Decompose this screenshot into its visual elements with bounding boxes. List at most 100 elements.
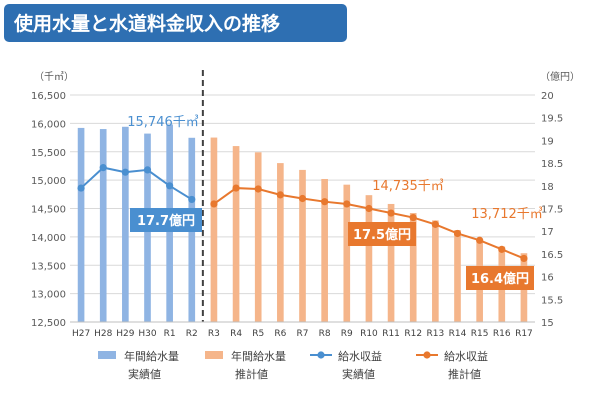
data-point xyxy=(387,209,395,217)
data-point xyxy=(453,229,462,238)
series-line xyxy=(80,166,193,201)
x-axis-tick-label: H28 xyxy=(94,329,112,339)
data-point xyxy=(99,164,107,172)
bar xyxy=(321,178,328,322)
x-axis-tick-label: R11 xyxy=(382,329,400,339)
right-axis-unit: （億円） xyxy=(540,70,580,83)
right-axis-tick-label: 16 xyxy=(541,273,554,284)
annotation-label: 15,746千㎥ xyxy=(127,115,199,130)
data-point xyxy=(520,254,528,263)
x-axis-tick-label: H29 xyxy=(116,329,134,339)
legend-label: 年間給水量 xyxy=(231,349,286,363)
left-axis-tick-label: 16,500 xyxy=(31,91,66,102)
data-point xyxy=(121,168,129,176)
bar xyxy=(277,163,284,322)
left-axis-tick-label: 13,000 xyxy=(31,290,66,301)
x-axis-tick-label: R7 xyxy=(297,329,309,339)
data-point xyxy=(143,166,152,174)
left-axis-tick-label: 14,500 xyxy=(31,205,66,216)
x-axis-tick-label: H27 xyxy=(72,329,90,339)
left-axis-tick-label: 16,000 xyxy=(31,119,66,130)
annotation-label: 17.7億円 xyxy=(137,213,195,229)
data-point xyxy=(188,195,196,204)
x-axis-tick-label: R1 xyxy=(164,329,176,339)
legend-swatch xyxy=(98,351,116,359)
legend-swatch-marker xyxy=(423,351,431,359)
x-axis-tick-label: R4 xyxy=(230,329,242,339)
data-point xyxy=(498,245,506,253)
bar xyxy=(454,230,461,322)
x-axis-tick-label: R16 xyxy=(493,329,511,339)
data-point xyxy=(365,204,373,213)
right-axis-tick-label: 15 xyxy=(541,318,554,329)
right-axis-tick-label: 20 xyxy=(541,91,554,102)
bar xyxy=(210,137,218,322)
data-point xyxy=(431,220,439,228)
annotation-box xyxy=(130,208,202,232)
data-point xyxy=(321,198,329,206)
data-point xyxy=(254,185,262,193)
title-banner xyxy=(4,4,347,42)
legend-label: 推計値 xyxy=(448,367,481,381)
legend-label: 実績値 xyxy=(342,367,375,381)
x-axis-tick-label: R8 xyxy=(319,329,331,339)
x-axis-tick-label: R2 xyxy=(186,329,198,339)
data-point xyxy=(343,200,351,208)
data-point xyxy=(77,184,85,192)
bar xyxy=(232,146,240,322)
x-axis-tick-label: R17 xyxy=(515,329,533,339)
x-axis-tick-label: R13 xyxy=(426,329,444,339)
x-axis-tick-label: R5 xyxy=(252,329,264,339)
data-point xyxy=(210,200,218,208)
bar xyxy=(77,127,85,322)
right-axis-tick-label: 18 xyxy=(541,182,554,193)
annotation-label: 14,735千㎥ xyxy=(372,179,444,194)
right-axis-tick-label: 17.5 xyxy=(541,205,563,216)
annotation-box xyxy=(466,266,534,290)
annotation-box xyxy=(348,222,416,246)
bar xyxy=(299,169,306,322)
data-point xyxy=(276,191,284,199)
legend-label: 給水収益 xyxy=(444,349,488,363)
x-axis-tick-label: H30 xyxy=(138,329,156,339)
right-axis-tick-label: 19.5 xyxy=(541,114,563,125)
bar xyxy=(343,184,351,322)
bar xyxy=(99,129,107,322)
legend-label: 実績値 xyxy=(128,367,161,381)
right-axis-tick-label: 15.5 xyxy=(541,295,563,306)
right-axis-tick-label: 16.5 xyxy=(541,250,563,261)
data-point xyxy=(409,213,417,222)
bar xyxy=(432,220,439,322)
bar xyxy=(409,213,417,322)
legend-label: 年間給水量 xyxy=(124,349,179,363)
bar xyxy=(122,126,129,322)
left-axis-tick-label: 15,000 xyxy=(31,176,66,187)
x-axis-tick-label: R9 xyxy=(341,329,353,339)
right-axis-tick-label: 17 xyxy=(541,227,554,238)
legend-swatch xyxy=(205,351,223,359)
x-axis-tick-label: R3 xyxy=(208,329,220,339)
bar xyxy=(365,195,373,322)
left-axis-tick-label: 13,500 xyxy=(31,261,66,272)
legend-label: 推計値 xyxy=(235,367,268,381)
annotation-label: 17.5億円 xyxy=(353,227,411,243)
bar xyxy=(254,152,262,322)
x-axis-tick-label: R10 xyxy=(360,329,378,339)
left-axis-tick-label: 15,500 xyxy=(31,148,66,159)
bar xyxy=(387,203,395,322)
annotation-label: 16.4億円 xyxy=(471,271,529,287)
data-point xyxy=(232,184,240,192)
x-axis-tick-label: R12 xyxy=(404,329,422,339)
legend-label: 給水収益 xyxy=(338,349,382,363)
left-axis-unit: （千㎥） xyxy=(34,70,74,83)
page-title: 使用水量と水道料金収入の推移 xyxy=(13,12,280,35)
right-axis-tick-label: 19 xyxy=(541,136,554,147)
right-axis-tick-label: 18.5 xyxy=(541,159,563,170)
x-axis-tick-label: R6 xyxy=(274,329,286,339)
data-point xyxy=(298,194,307,203)
left-axis-tick-label: 12,500 xyxy=(31,318,66,329)
x-axis-tick-label: R15 xyxy=(471,329,489,339)
data-point xyxy=(166,182,174,190)
